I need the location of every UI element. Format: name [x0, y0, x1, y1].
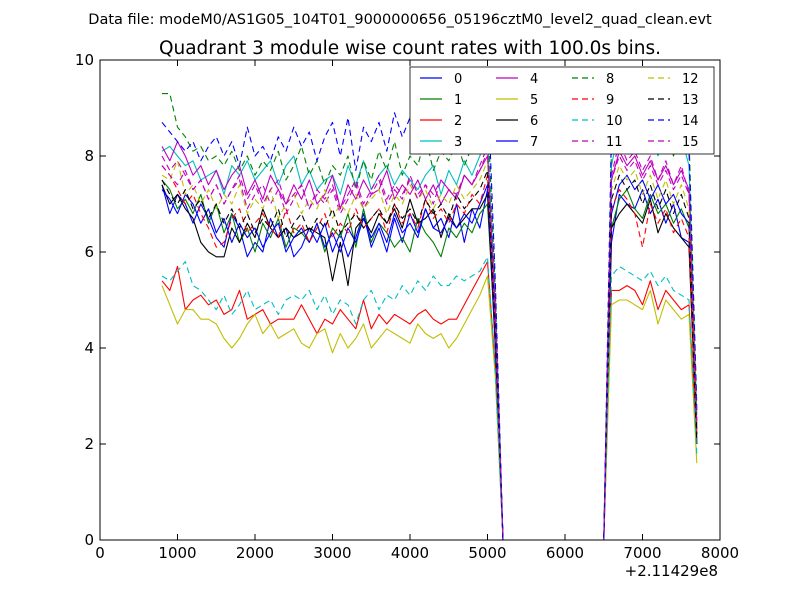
legend-label-2: 2 — [454, 114, 462, 129]
y-tick-label: 6 — [84, 243, 94, 261]
legend-label-3: 3 — [454, 135, 462, 150]
y-tick-label: 8 — [84, 147, 94, 165]
series-line-7 — [161, 174, 698, 541]
series-line-1 — [161, 179, 698, 541]
legend-label-6: 6 — [530, 114, 538, 129]
x-tick-label: 8000 — [701, 544, 739, 562]
legend-label-14: 14 — [682, 114, 699, 129]
series-line-6 — [161, 184, 698, 541]
legend-label-9: 9 — [606, 93, 614, 108]
series-line-10 — [161, 256, 698, 541]
legend-label-7: 7 — [530, 135, 538, 150]
figure-suptitle: Data file: modeM0/AS1G05_104T01_90000006… — [88, 12, 712, 28]
x-tick-label: 5000 — [468, 544, 506, 562]
x-tick-label: 4000 — [391, 544, 429, 562]
y-tick-label: 4 — [84, 339, 94, 357]
series-line-13 — [161, 169, 698, 541]
legend-label-15: 15 — [682, 135, 699, 150]
legend-label-4: 4 — [530, 72, 538, 87]
legend-label-10: 10 — [606, 114, 623, 129]
x-offset-label: +2.11429e8 — [625, 562, 718, 580]
legend-box — [409, 66, 715, 155]
legend-label-8: 8 — [606, 72, 614, 87]
series-line-0 — [161, 184, 698, 541]
series-line-4 — [161, 141, 698, 541]
legend-label-0: 0 — [454, 72, 462, 87]
x-tick-label: 2000 — [236, 544, 274, 562]
legend-label-13: 13 — [682, 93, 699, 108]
series-line-9 — [161, 165, 698, 541]
x-tick-label: 0 — [95, 544, 105, 562]
legend-label-5: 5 — [530, 93, 538, 108]
x-tick-label: 6000 — [546, 544, 584, 562]
legend-label-11: 11 — [606, 135, 623, 150]
x-tick-label: 1000 — [158, 544, 196, 562]
series-line-5 — [161, 275, 698, 541]
series-layer — [161, 78, 698, 541]
y-tick-label: 0 — [84, 531, 94, 549]
x-tick-label: 3000 — [313, 544, 351, 562]
legend-label-12: 12 — [682, 72, 699, 87]
chart-title: Quadrant 3 module wise count rates with … — [159, 38, 661, 59]
y-tick-label: 10 — [75, 51, 94, 69]
series-line-8 — [162, 93, 698, 541]
y-tick-label: 2 — [84, 435, 94, 453]
series-line-12 — [161, 160, 698, 541]
series-line-2 — [161, 261, 698, 541]
legend-label-1: 1 — [454, 93, 462, 108]
x-tick-label: 7000 — [623, 544, 661, 562]
